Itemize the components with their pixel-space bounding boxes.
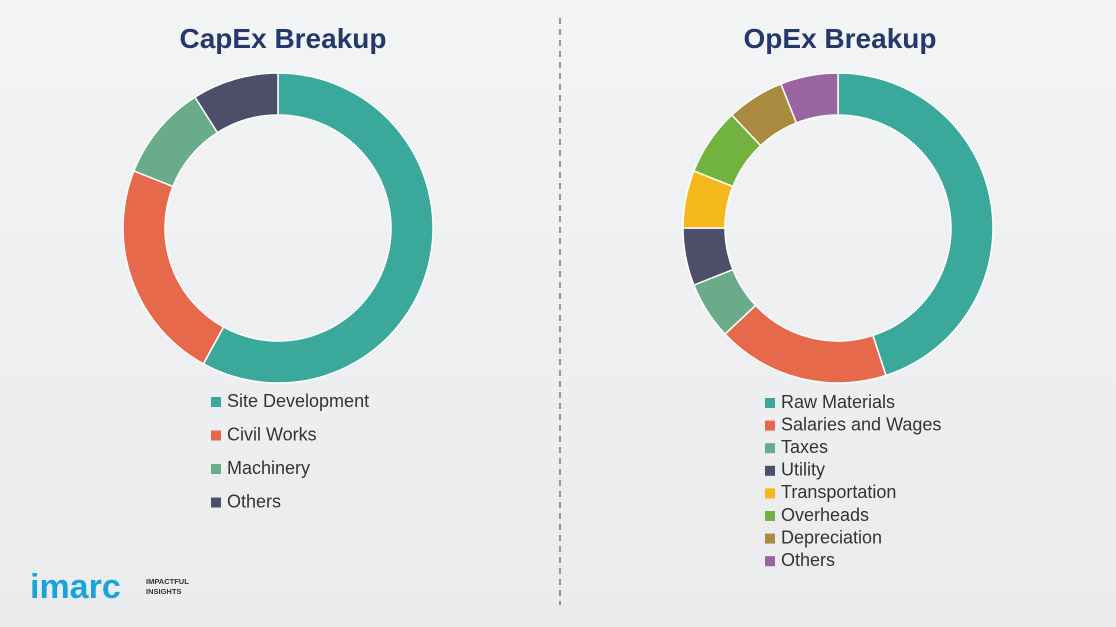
legend-swatch <box>211 397 221 407</box>
legend-label: Utility <box>781 460 825 480</box>
legend-swatch <box>211 464 221 474</box>
logo-name: imarc <box>30 568 121 606</box>
donut-segment <box>779 72 839 124</box>
legend-swatch <box>765 533 775 544</box>
legend-swatch <box>765 398 775 408</box>
legend-label: Others <box>227 491 281 511</box>
legend-swatch <box>765 465 775 476</box>
legend-swatch <box>211 430 221 441</box>
donut-segment <box>193 72 279 134</box>
logo: imarc IMPACTFUL INSIGHTS <box>30 568 189 606</box>
legend-label: Transportation <box>781 482 896 502</box>
charts: CapEx Breakup Site Development Civil Works… <box>122 23 994 570</box>
legend-label: Salaries and Wages <box>781 414 941 434</box>
legend-label: Machinery <box>227 458 310 478</box>
legend-swatch <box>765 556 775 567</box>
chart-title: OpEx Breakup <box>744 23 937 54</box>
legend-swatch <box>765 443 775 454</box>
logo-tagline: IMPACTFUL <box>146 577 189 586</box>
legend-label: Others <box>781 550 835 570</box>
legend-label: Overheads <box>781 505 869 525</box>
legend-swatch <box>765 488 775 499</box>
legend-label: Site Development <box>227 391 369 411</box>
legend-swatch <box>765 511 775 521</box>
legend-label: Depreciation <box>781 527 882 547</box>
donut-segment <box>837 72 994 377</box>
logo-tagline: INSIGHTS <box>146 587 181 596</box>
chart-title: CapEx Breakup <box>180 23 387 54</box>
legend-label: Civil Works <box>227 424 317 444</box>
legend-label: Taxes <box>781 437 828 457</box>
legend-swatch <box>765 420 775 431</box>
legend-label: Raw Materials <box>781 392 895 412</box>
legend-swatch <box>211 497 221 508</box>
donut-segment <box>202 72 434 384</box>
